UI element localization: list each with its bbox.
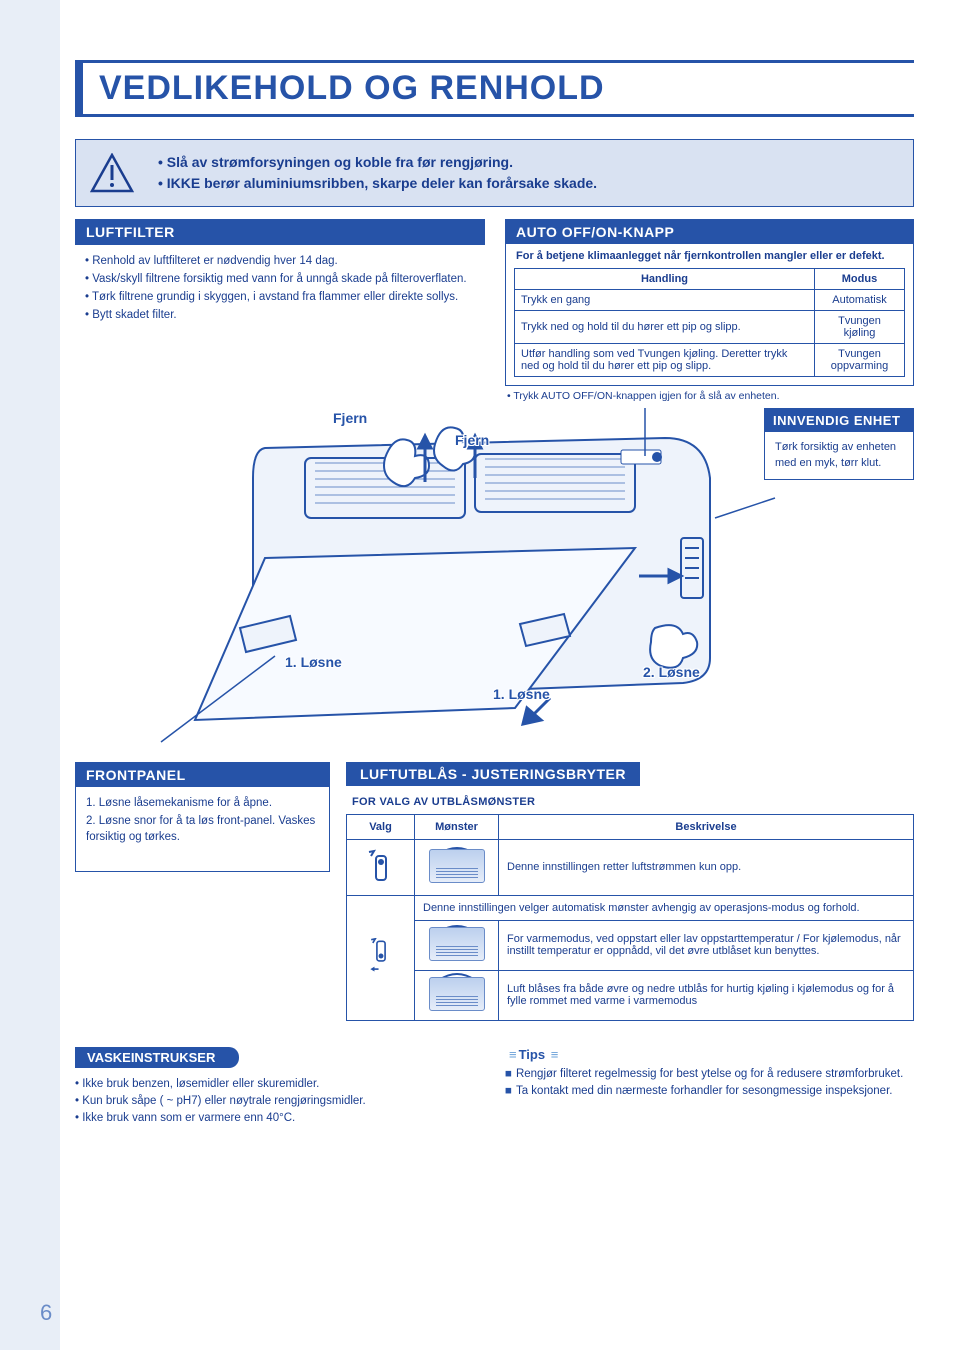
frontpanel-col: FRONTPANEL 1. Løsne låsemekanisme for å … — [75, 762, 330, 1021]
vaske-list: • Ikke bruk benzen, løsemidler eller sku… — [75, 1076, 475, 1128]
vaske-item: • Kun bruk såpe ( ~ pH7) eller nøytrale … — [75, 1093, 475, 1110]
title-bar: VEDLIKEHOLD OG RENHOLD — [75, 60, 914, 117]
luft-monster-up-icon — [415, 839, 499, 895]
vaske-item: • Ikke bruk benzen, løsemidler eller sku… — [75, 1076, 475, 1093]
autooff-cell-modus: Tvungen kjøling — [815, 310, 905, 343]
label-fjern-1: Fjern — [333, 410, 367, 426]
label-losne-1a: 1. Løsne — [285, 654, 342, 670]
luftfilter-item: • Tørk filtrene grundig i skyggen, i avs… — [85, 289, 475, 305]
bullet-icon: ■ — [505, 1068, 512, 1080]
luft-col-valg: Valg — [347, 814, 415, 839]
tips-item: ■ Ta kontakt med din nærmeste forhandler … — [505, 1083, 914, 1100]
page: VEDLIKEHOLD OG RENHOLD • Slå av strømfor… — [0, 0, 954, 1350]
page-number: 6 — [40, 1300, 52, 1326]
autooff-cell-modus: Tvungen oppvarming — [815, 343, 905, 376]
autooff-subtitle: For å betjene klimaanlegget når fjernkon… — [506, 244, 913, 268]
luft-valg-up-icon — [347, 839, 415, 895]
autooff-table: Handling Modus Trykk en gang Automatisk … — [514, 268, 905, 377]
warning-icon — [90, 153, 134, 193]
diagram-area: Fjern Fjern 1. Løsne 1. Løsne 2. Løsne I… — [75, 408, 914, 748]
warning-line-1: • Slå av strømforsyningen og koble fra f… — [158, 152, 597, 173]
vaske-tips-row: VASKEINSTRUKSER • Ikke bruk benzen, løse… — [75, 1047, 914, 1128]
bullet-icon: ■ — [505, 1085, 512, 1097]
innvendig-body: Tørk forsiktig av enheten med en myk, tø… — [765, 432, 913, 479]
autooff-header: AUTO OFF/ON-KNAPP — [506, 220, 913, 244]
autooff-box: AUTO OFF/ON-KNAPP For å betjene klimaanl… — [505, 219, 914, 386]
tips-item-text: Rengjør filteret regelmessig for best yt… — [516, 1068, 903, 1080]
luft-row2-span: Denne innstillingen velger automatisk mø… — [415, 895, 914, 920]
tips-title-text: Tips — [519, 1047, 546, 1062]
frontpanel-item: 2. Løsne snor for å ta løs front-panel. … — [86, 813, 319, 845]
col-left: LUFTFILTER • Renhold av luftfilteret er … — [75, 219, 485, 402]
vaske-col: VASKEINSTRUKSER • Ikke bruk benzen, løse… — [75, 1047, 475, 1128]
luftfilter-item: • Bytt skadet filter. — [85, 307, 475, 323]
tips-title: ≡Tips ≡ — [505, 1047, 914, 1062]
innvendig-box: INNVENDIG ENHET Tørk forsiktig av enhete… — [764, 408, 914, 480]
frontpanel-box: FRONTPANEL 1. Løsne låsemekanisme for å … — [75, 762, 330, 872]
luft-monster-sub2-icon — [415, 970, 499, 1020]
decor-bars-icon: ≡ — [549, 1047, 556, 1062]
label-losne-2: 2. Løsne — [643, 664, 700, 680]
top-columns: LUFTFILTER • Renhold av luftfilteret er … — [75, 219, 914, 402]
autooff-cell-handling: Utfør handling som ved Tvungen kjøling. … — [515, 343, 815, 376]
tips-col: ≡Tips ≡ ■Rengjør filteret regelmessig fo… — [505, 1047, 914, 1128]
label-losne-1b: 1. Løsne — [493, 686, 550, 702]
luftutblas-subtitle: FOR VALG AV UTBLÅSMØNSTER — [346, 786, 914, 814]
decor-bars-icon: ≡ — [509, 1047, 515, 1062]
autooff-col-modus: Modus — [815, 268, 905, 289]
warning-box: • Slå av strømforsyningen og koble fra f… — [75, 139, 914, 207]
frontpanel-header: FRONTPANEL — [76, 763, 329, 787]
autooff-cell-modus: Automatisk — [815, 289, 905, 310]
tips-list: ■ Rengjør filteret regelmessig for best y… — [505, 1066, 914, 1101]
luft-valg-auto-icon — [347, 895, 415, 1020]
luftutblas-table: Valg Mønster Beskrivelse — [346, 814, 914, 1021]
vaske-header: VASKEINSTRUKSER — [75, 1047, 239, 1068]
tips-item-text: Ta kontakt med din nærmeste forhandler f… — [516, 1085, 893, 1097]
luft-row1-desc: Denne innstillingen retter luftstrømmen … — [499, 839, 914, 895]
label-fjern-2: Fjern — [455, 432, 489, 448]
warning-text: • Slå av strømforsyningen og koble fra f… — [158, 152, 597, 194]
autooff-col-handling: Handling — [515, 268, 815, 289]
luftfilter-header: LUFTFILTER — [76, 220, 484, 244]
lower-row: FRONTPANEL 1. Løsne låsemekanisme for å … — [75, 762, 914, 1021]
frontpanel-body: 1. Løsne låsemekanisme for å åpne. 2. Lø… — [76, 787, 329, 855]
tips-item: ■ Rengjør filteret regelmessig for best y… — [505, 1066, 914, 1083]
luft-col-monster: Mønster — [415, 814, 499, 839]
frontpanel-item: 1. Løsne låsemekanisme for å åpne. — [86, 795, 319, 811]
luft-row2-sub2: Luft blåses fra både øvre og nedre utblå… — [499, 970, 914, 1020]
warning-line-2: • IKKE berør aluminiumsribben, skarpe de… — [158, 173, 597, 194]
luftutblas-header: LUFTUTBLÅS - JUSTERINGSBRYTER — [346, 762, 640, 786]
autooff-cell-handling: Trykk ned og hold til du hører ett pip o… — [515, 310, 815, 343]
autooff-note: • Trykk AUTO OFF/ON-knappen igjen for å … — [505, 386, 914, 402]
innvendig-header: INNVENDIG ENHET — [765, 409, 913, 433]
luftfilter-box: LUFTFILTER — [75, 219, 485, 245]
luftfilter-body: • Renhold av luftfilteret er nødvendig h… — [75, 245, 485, 333]
autooff-cell-handling: Trykk en gang — [515, 289, 815, 310]
luftfilter-item: • Renhold av luftfilteret er nødvendig h… — [85, 253, 475, 269]
luftfilter-item: • Vask/skyll filtrene forsiktig med vann… — [85, 271, 475, 287]
col-right: AUTO OFF/ON-KNAPP For å betjene klimaanl… — [505, 219, 914, 402]
luft-monster-sub1-icon — [415, 920, 499, 970]
vaske-item: • Ikke bruk vann som er varmere enn 40°C… — [75, 1110, 475, 1127]
luft-col-beskrivelse: Beskrivelse — [499, 814, 914, 839]
page-title: VEDLIKEHOLD OG RENHOLD — [99, 69, 914, 108]
luft-row2-sub1: For varmemodus, ved oppstart eller lav o… — [499, 920, 914, 970]
luftutblas-col: LUFTUTBLÅS - JUSTERINGSBRYTER FOR VALG A… — [346, 762, 914, 1021]
